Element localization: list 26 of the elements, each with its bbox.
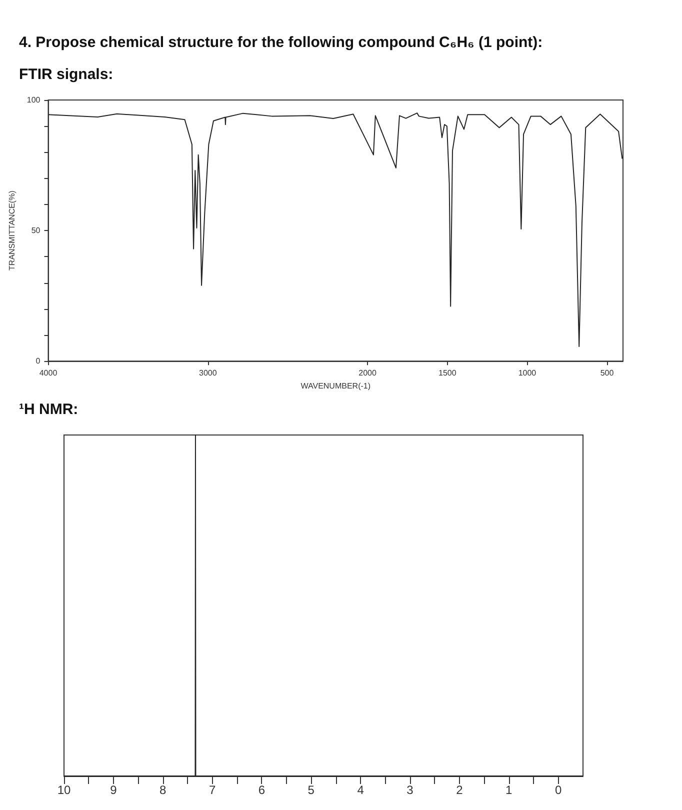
x-tick-label: 1500: [438, 368, 457, 378]
x-tick-label: 5: [308, 783, 315, 797]
x-tick-label: 9: [110, 783, 118, 797]
x-tick-label: 0: [554, 783, 562, 797]
chart-title: ¹H NMR:: [19, 401, 78, 418]
x-tick-label: 1: [506, 783, 513, 797]
x-tick-label: 3000: [199, 368, 218, 378]
y-tick-label: 50: [31, 226, 41, 236]
y-tick-label: 0: [36, 356, 41, 366]
x-tick-label: 7: [208, 783, 216, 797]
x-tick-label: 2: [456, 783, 464, 797]
y-axis-title: TRANSMITTANCE(%): [8, 190, 16, 270]
x-tick-label: 4: [357, 783, 364, 797]
x-tick-label: 6: [258, 783, 266, 797]
line-series: [48, 112, 623, 347]
x-tick-label: 4000: [39, 368, 58, 378]
x-tick-label: 3: [406, 783, 414, 797]
x-tick-label: 500: [600, 368, 614, 378]
x-tick-label: 1000: [518, 368, 537, 378]
x-tick-label: 2000: [358, 368, 378, 378]
chart-subtitle: FTIR signals:: [19, 66, 114, 83]
x-tick-label: 10: [57, 783, 71, 797]
x-axis-title: WAVENUMBER(-1): [300, 382, 371, 390]
y-tick-label: 100: [26, 96, 41, 104]
chart-title: 4. Propose chemical structure for the following compound C₆H₆ (1 point):: [19, 34, 543, 51]
x-tick-label: 8: [160, 783, 167, 797]
